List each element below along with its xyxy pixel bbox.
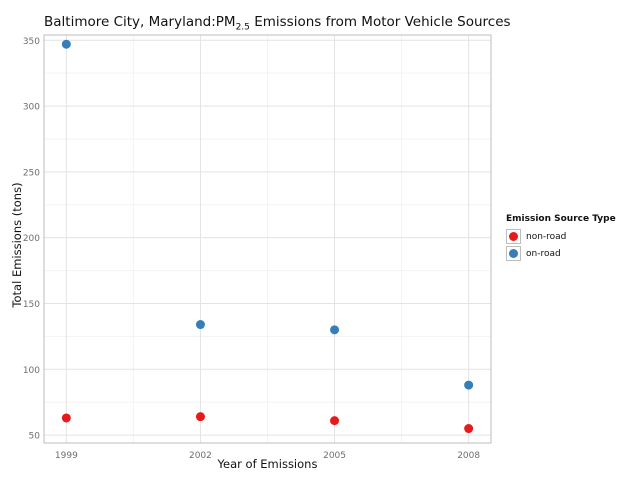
y-tick-label: 50 — [29, 432, 41, 442]
x-tick-label: 2002 — [189, 451, 212, 461]
legend-label-non-road: non-road — [526, 231, 567, 242]
data-point-non-road — [61, 413, 71, 423]
legend-label-on-road: on-road — [526, 248, 561, 259]
x-axis-label: Year of Emissions — [217, 457, 318, 471]
y-axis-label: Total Emissions (tons) — [10, 182, 24, 308]
legend-title: Emission Source Type — [506, 214, 616, 224]
data-point-on-road — [330, 325, 340, 335]
legend-item-non-road: non-road — [506, 228, 616, 245]
data-point-non-road — [330, 416, 340, 426]
plot-panel-border — [43, 34, 492, 444]
y-tick-label: 100 — [23, 366, 40, 376]
legend-dot-on-road — [509, 249, 518, 258]
y-tick-label: 150 — [23, 300, 40, 310]
x-tick-label: 2008 — [457, 451, 480, 461]
data-point-on-road — [464, 380, 474, 390]
x-tick-label: 2005 — [323, 451, 346, 461]
y-tick-label: 250 — [23, 168, 40, 178]
legend: Emission Source Type non-road on-road — [506, 214, 616, 262]
legend-dot-non-road — [509, 232, 518, 241]
data-point-on-road — [195, 320, 205, 330]
legend-key-non-road — [506, 229, 521, 244]
y-tick-label: 350 — [23, 37, 40, 47]
legend-item-on-road: on-road — [506, 245, 616, 262]
data-point-non-road — [195, 412, 205, 422]
y-tick-label: 300 — [23, 103, 40, 113]
y-tick-label: 200 — [23, 234, 40, 244]
data-point-on-road — [61, 39, 71, 49]
x-tick-label: 1999 — [55, 451, 78, 461]
chart-title: Baltimore City, Maryland:PM2.5 Emissions… — [44, 14, 511, 33]
legend-key-on-road — [506, 246, 521, 261]
data-point-non-road — [464, 424, 474, 434]
